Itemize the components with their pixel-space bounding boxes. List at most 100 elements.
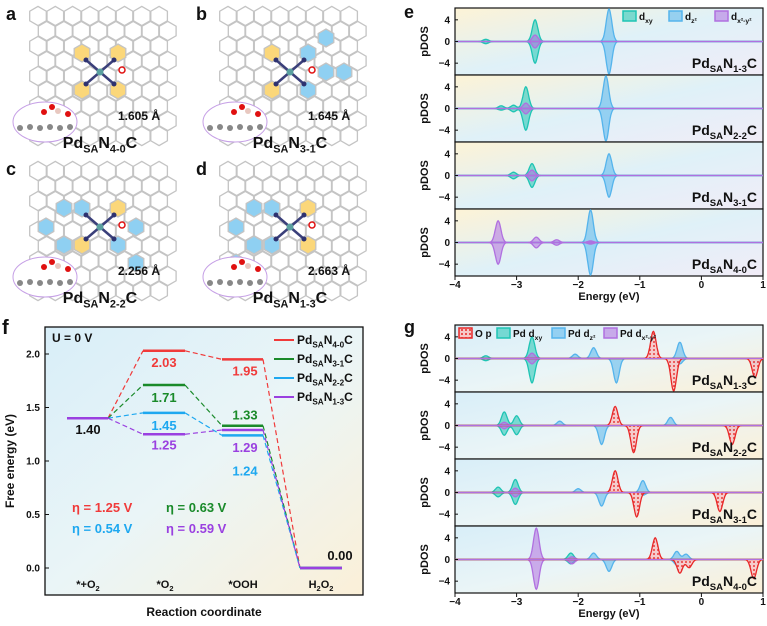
subscript: z² (691, 18, 697, 25)
y-tick-label: 0 (444, 354, 450, 365)
x-tick-label: 0 (699, 280, 705, 291)
nitrogen-atom (83, 212, 89, 218)
graphene-hexagon (98, 5, 117, 27)
text-part: C (126, 135, 138, 152)
carbon-atom (227, 125, 233, 131)
oxygen-atom (41, 264, 47, 270)
graphene-hexagon (322, 5, 341, 27)
text-part: Pd (297, 333, 312, 347)
connector-N13 (107, 417, 144, 435)
overpotential-N40: η = 1.25 V (72, 500, 133, 515)
subscript: SA (710, 198, 723, 209)
text-part: C (344, 333, 353, 347)
condition-label: U = 0 V (52, 331, 92, 345)
legend-swatch-dx2y2 (714, 10, 729, 22)
graphene-hexagon (322, 220, 341, 242)
graphene-hexagon (322, 250, 341, 272)
graphene-hexagon (305, 5, 324, 27)
graphene-hexagon (322, 280, 341, 302)
highlighted-ring (335, 62, 353, 82)
graphene-hexagon (132, 125, 151, 147)
y-tick-label: 4 (444, 332, 450, 343)
y-tick-label: −4 (439, 510, 451, 521)
text-part: N (723, 256, 733, 272)
oxygen-atom (65, 266, 71, 272)
graphene-hexagon (158, 205, 177, 227)
text-part: d (731, 12, 737, 23)
graphene-hexagon (270, 280, 289, 302)
subscript: x²-y² (737, 18, 752, 25)
graphene-hexagon (270, 125, 289, 147)
legend-label: O p (475, 329, 492, 340)
text-part: Pd (692, 439, 710, 455)
x-tick-label: 0 (699, 597, 705, 608)
y-tick-label: −4 (439, 376, 451, 387)
value-label-N22: 1.24 (232, 463, 258, 478)
subscript: 3-1 (332, 359, 344, 368)
y-axis-label: pDOS (419, 93, 431, 124)
legend-swatch-dxy (622, 10, 637, 22)
carbon-atom (57, 280, 63, 286)
graphene-hexagon (348, 20, 367, 42)
carbon-atom (27, 124, 33, 130)
bond-distance-label: 1.645 Å (308, 108, 350, 123)
x-tick-label: −4 (449, 280, 461, 291)
graphene-hexagon (46, 160, 65, 182)
graphene-hexagon (340, 190, 359, 212)
graphene-hexagon (322, 95, 341, 117)
x-category-label: *OOH (228, 579, 257, 591)
graphene-hexagon (340, 280, 359, 302)
text-part: *+O (76, 579, 96, 591)
graphene-hexagon (340, 250, 359, 272)
subscript: SA (710, 64, 723, 75)
overpotential-N22: η = 0.54 V (72, 521, 133, 536)
pd-atom (286, 223, 294, 231)
oxygen-atom (65, 111, 71, 117)
oxygen-atom (231, 264, 237, 270)
pd-atom (286, 68, 294, 76)
text-part: N (723, 55, 733, 71)
graphene-hexagon (80, 5, 99, 27)
graphene-hexagon (322, 190, 341, 212)
oxygen-atom (308, 221, 316, 229)
text-part: C (344, 390, 353, 404)
value-label-N31: 1.71 (151, 390, 176, 405)
hydrogen-atom (245, 263, 251, 269)
text-part: d (685, 12, 691, 23)
nitrogen-atom (111, 57, 117, 63)
graphene-hexagon (305, 160, 324, 182)
text-part: C (344, 352, 353, 366)
text-part: N (324, 371, 333, 385)
y-axis-label: pDOS (419, 343, 431, 374)
graphene-hexagon (150, 35, 169, 57)
legend-label: dxy (639, 12, 653, 25)
graphene-hexagon (63, 5, 82, 27)
carbon-atom (237, 279, 243, 285)
highlighted-ring (263, 198, 281, 218)
text-part: N (723, 372, 733, 388)
graphene-hexagon (348, 110, 367, 132)
structure-panel-b: 1.645 Å PdSAN3-1C (202, 5, 367, 155)
graphene-hexagon (132, 190, 151, 212)
graphene-hexagon (270, 95, 289, 117)
text-part: d (639, 12, 645, 23)
graphene-hexagon (219, 5, 237, 27)
graphene-hexagon (158, 80, 177, 102)
overpotential-N31: η = 0.63 V (166, 500, 227, 515)
subscript: 4-0 (110, 143, 126, 155)
highlighted-ring (127, 253, 145, 273)
graphene-hexagon (132, 5, 151, 27)
x-axis-label: Energy (eV) (578, 291, 639, 303)
graphene-hexagon (29, 5, 47, 27)
graphene-hexagon (150, 65, 169, 87)
subscript: x²-y² (642, 335, 657, 342)
nitrogen-atom (83, 236, 89, 242)
value-label-N40: 1.95 (232, 363, 257, 378)
structure-name: PdSAN4-0C (63, 135, 138, 155)
nitrogen-atom (273, 57, 279, 63)
nitrogen-atom (83, 81, 89, 87)
subscript: 3-1 (733, 515, 747, 526)
graphene-hexagon (63, 65, 82, 87)
text-part: C (344, 371, 353, 385)
subscript: 2-2 (332, 378, 344, 387)
